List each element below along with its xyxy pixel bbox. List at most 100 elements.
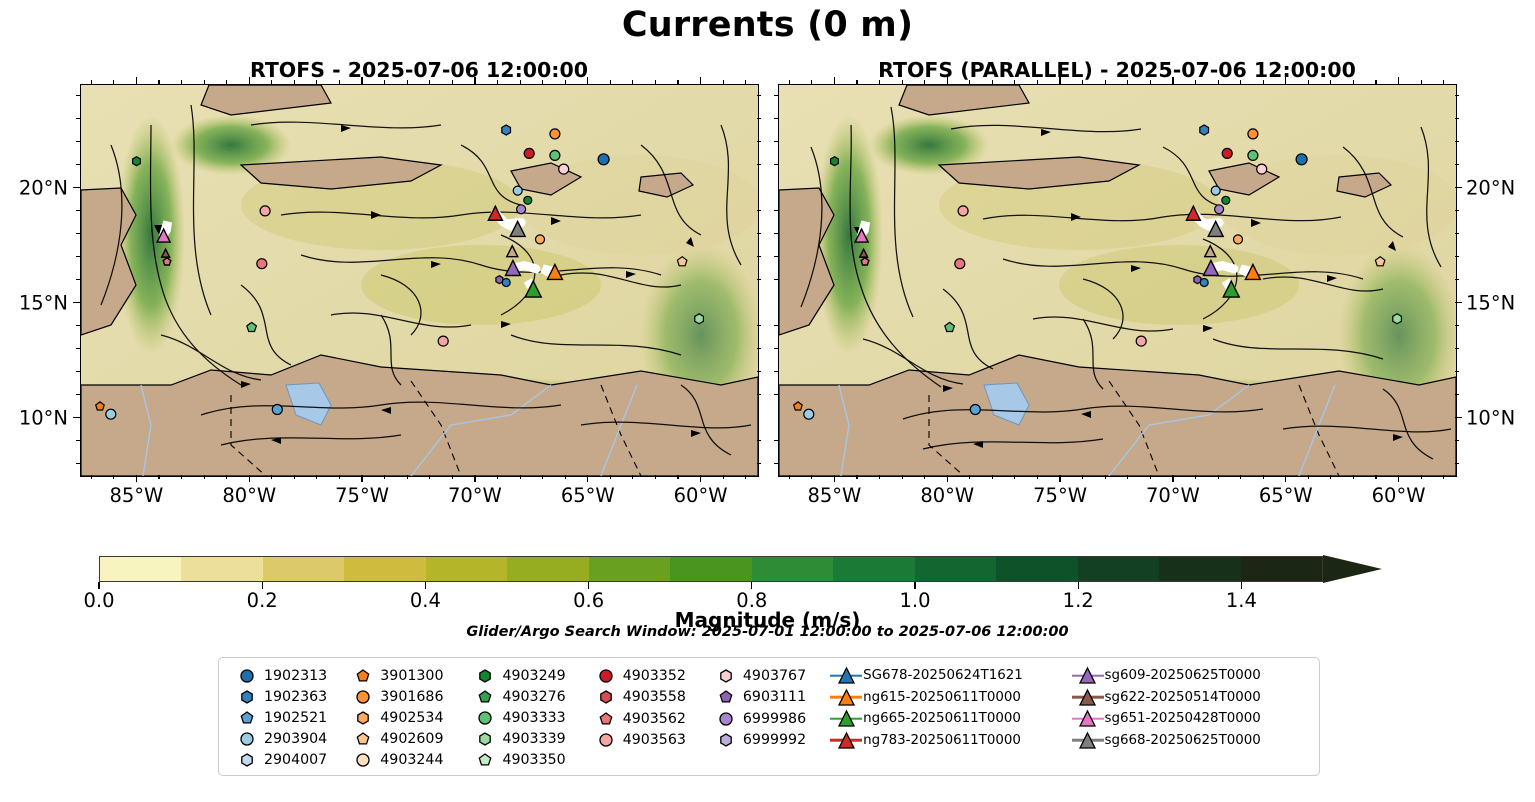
legend-label: 6999992 bbox=[742, 732, 807, 749]
x-tick-minor bbox=[1240, 80, 1242, 84]
legend-item[interactable]: 4903249 bbox=[468, 665, 588, 686]
map-panel-rtofs-parallel[interactable] bbox=[778, 84, 1457, 477]
legend-label: 6903111 bbox=[742, 689, 807, 706]
x-tick-minor bbox=[338, 80, 341, 84]
glider-marker bbox=[853, 227, 870, 243]
legend-item[interactable]: SG678-20250624T1621 bbox=[829, 665, 1070, 687]
x-tick-minor bbox=[1262, 475, 1264, 479]
argo-float-marker bbox=[803, 408, 815, 420]
legend-item[interactable]: 4903767 bbox=[709, 665, 829, 687]
colorbar-tick-label: 0.8 bbox=[736, 589, 768, 612]
legend-item[interactable]: 4903333 bbox=[468, 707, 588, 728]
colorbar-tick bbox=[261, 582, 263, 589]
legend-item[interactable]: 4903563 bbox=[589, 730, 709, 752]
x-tick-label: 75°W bbox=[335, 484, 390, 507]
x-tick-major-top bbox=[474, 77, 476, 84]
x-tick-minor bbox=[811, 475, 813, 479]
glider-marker bbox=[1244, 262, 1262, 281]
legend-item[interactable]: ng615-20250611T0000 bbox=[829, 687, 1070, 709]
argo-float-marker bbox=[1193, 275, 1202, 285]
legend-item[interactable]: 4903276 bbox=[468, 686, 588, 707]
x-tick-major-top bbox=[1059, 77, 1061, 84]
legend-item[interactable]: 4903350 bbox=[468, 749, 588, 770]
y-tick-minor bbox=[76, 94, 80, 97]
glider-marker bbox=[155, 227, 172, 243]
argo-float-marker bbox=[501, 124, 512, 136]
legend-label: sg622-20250514T0000 bbox=[1104, 689, 1261, 705]
y-tick-label: 20°N bbox=[1466, 176, 1516, 199]
legend-item[interactable]: sg668-20250625T0000 bbox=[1071, 730, 1310, 752]
y-tick-minor bbox=[1455, 209, 1459, 212]
glider-marker bbox=[487, 204, 504, 221]
legend-item[interactable]: 4902609 bbox=[346, 728, 468, 749]
observation-markers bbox=[94, 124, 705, 420]
argo-float-marker bbox=[437, 335, 449, 347]
x-tick-minor bbox=[181, 475, 183, 479]
legend-item[interactable]: 4902534 bbox=[346, 707, 468, 728]
legend-item[interactable]: 1902313 bbox=[230, 665, 346, 686]
colorbar-band-4 bbox=[425, 557, 508, 581]
legend-item[interactable]: 6999992 bbox=[709, 730, 829, 752]
legend-item[interactable]: 4903244 bbox=[346, 749, 468, 770]
y-tick-minor bbox=[76, 462, 80, 465]
x-tick-minor bbox=[293, 80, 295, 84]
x-tick-minor bbox=[901, 80, 903, 84]
x-tick-minor bbox=[1149, 80, 1151, 84]
argo-float-marker bbox=[1256, 163, 1268, 175]
legend-label: sg668-20250625T0000 bbox=[1104, 732, 1261, 748]
legend-label: SG678-20250624T1621 bbox=[863, 668, 1023, 684]
colorbar-title: Magnitude (m/s) bbox=[674, 608, 861, 632]
x-tick-major bbox=[946, 475, 948, 482]
legend-item[interactable]: 4903558 bbox=[589, 687, 709, 709]
legend-item[interactable]: 6903111 bbox=[709, 687, 829, 709]
x-tick-minor bbox=[158, 80, 160, 84]
x-tick-minor bbox=[1082, 80, 1084, 84]
colorbar-band-7 bbox=[670, 557, 752, 581]
glider-marker bbox=[509, 219, 527, 238]
x-tick-minor bbox=[632, 475, 634, 479]
panel-title-right: RTOFS (PARALLEL) - 2025-07-06 12:00:00 bbox=[878, 58, 1356, 82]
legend-item[interactable]: 3901300 bbox=[346, 665, 468, 686]
pentagon-marker-icon bbox=[346, 728, 380, 749]
legend-item[interactable]: 1902363 bbox=[230, 686, 346, 707]
x-tick-label: 85°W bbox=[807, 484, 862, 507]
map-panel-rtofs[interactable] bbox=[80, 84, 759, 477]
legend-item[interactable]: sg651-20250428T0000 bbox=[1071, 708, 1310, 730]
legend-item[interactable]: 2904007 bbox=[230, 749, 346, 770]
legend-item[interactable]: 6999986 bbox=[709, 708, 829, 730]
x-tick-minor bbox=[1082, 475, 1084, 479]
panel-title-left: RTOFS - 2025-07-06 12:00:00 bbox=[249, 58, 589, 82]
x-tick-minor bbox=[1036, 475, 1039, 479]
legend-item[interactable]: sg609-20250625T0000 bbox=[1071, 665, 1310, 687]
colorbar-tick bbox=[1077, 582, 1079, 589]
x-tick-minor bbox=[1217, 80, 1219, 84]
glider-marker bbox=[860, 256, 870, 266]
x-tick-major bbox=[1059, 475, 1061, 482]
legend-item[interactable]: 2903904 bbox=[230, 728, 346, 749]
x-tick-minor bbox=[1217, 475, 1219, 479]
legend-label: sg651-20250428T0000 bbox=[1104, 711, 1261, 727]
argo-float-marker bbox=[271, 403, 283, 416]
argo-float-marker bbox=[549, 149, 561, 162]
legend-item[interactable]: sg622-20250514T0000 bbox=[1071, 687, 1310, 709]
colorbar[interactable] bbox=[99, 555, 1382, 583]
y-tick-minor bbox=[757, 163, 761, 166]
y-tick-minor bbox=[1455, 439, 1459, 442]
legend-item[interactable]: ng665-20250611T0000 bbox=[829, 708, 1070, 730]
legend-column: 4903352 4903558 4903562 4903563 bbox=[589, 665, 709, 769]
legend-item[interactable]: 4903562 bbox=[589, 708, 709, 730]
legend-item[interactable]: 4903352 bbox=[589, 665, 709, 687]
argo-float-marker bbox=[94, 401, 105, 411]
observation-markers bbox=[792, 124, 1403, 420]
legend-item[interactable]: ng783-20250611T0000 bbox=[829, 730, 1070, 752]
y-tick-minor bbox=[1455, 117, 1459, 120]
x-tick-label: 60°W bbox=[673, 484, 728, 507]
legend-item[interactable]: 4903339 bbox=[468, 728, 588, 749]
legend-item[interactable]: 3901686 bbox=[346, 686, 468, 707]
argo-float-marker bbox=[829, 156, 840, 167]
legend-item[interactable]: 1902521 bbox=[230, 707, 346, 728]
triangle-marker-icon bbox=[829, 665, 863, 686]
y-tick-minor bbox=[76, 347, 80, 350]
triangle-marker-icon bbox=[1071, 730, 1105, 751]
x-tick-minor bbox=[811, 80, 813, 84]
